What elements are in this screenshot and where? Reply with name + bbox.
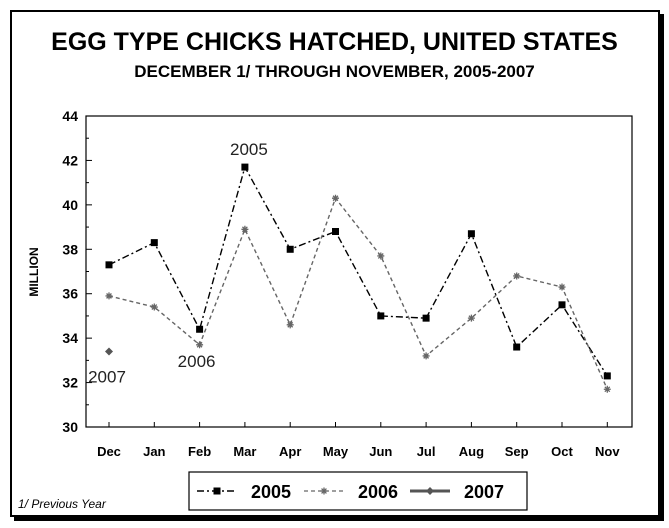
data-point-2005 (196, 325, 204, 333)
x-tick-label: Sep (505, 444, 529, 459)
data-point-2006 (105, 292, 113, 300)
legend-marker-2005 (213, 487, 221, 495)
series-lines (108, 165, 608, 390)
data-point-2007 (105, 347, 113, 356)
x-tick-label: Apr (279, 444, 301, 459)
footnote: 1/ Previous Year (18, 497, 106, 511)
data-point-2006 (286, 321, 294, 329)
data-point-2005 (150, 239, 158, 247)
y-tick-label: 38 (62, 241, 78, 257)
x-tick-label: Nov (595, 444, 620, 459)
data-point-2005 (513, 343, 521, 351)
series-line-2006 (108, 196, 608, 390)
data-point-2005 (377, 312, 385, 320)
data-point-2006 (377, 252, 385, 260)
data-point-2005 (241, 163, 249, 171)
chart-subtitle: DECEMBER 1/ THROUGH NOVEMBER, 2005-2007 (134, 62, 535, 81)
data-point-2006 (558, 283, 566, 291)
annotation-2006: 2006 (178, 352, 216, 371)
x-tick-label: Jun (369, 444, 392, 459)
y-tick-label: 44 (62, 108, 78, 124)
y-axis: 30 32 34 36 38 40 42 44 (62, 108, 92, 435)
data-point-2006 (332, 194, 339, 202)
legend-marker-2006 (320, 487, 328, 495)
annotation-2005: 2005 (230, 140, 268, 159)
data-point-2005 (422, 314, 430, 322)
x-tick-label: Aug (459, 444, 484, 459)
data-point-2005 (603, 372, 611, 380)
annotation-2007: 2007 (88, 367, 126, 386)
data-point-2006 (467, 314, 475, 322)
data-point-2005 (332, 228, 339, 236)
x-tick-label: Jan (143, 444, 165, 459)
y-axis-label: MILLION (27, 247, 41, 296)
data-point-2006 (150, 303, 158, 311)
y-tick-label: 34 (62, 330, 78, 346)
x-tick-label: Feb (188, 444, 211, 459)
x-tick-label: Dec (97, 444, 121, 459)
y-tick-label: 36 (62, 286, 78, 302)
legend-label-2006: 2006 (358, 482, 398, 502)
chart-title: EGG TYPE CHICKS HATCHED, UNITED STATES (51, 28, 618, 56)
legend-box (188, 471, 528, 511)
y-tick-label: 42 (62, 152, 78, 168)
data-point-2005 (105, 261, 113, 269)
legend-label-2005: 2005 (251, 482, 291, 502)
x-tick-label: May (323, 444, 349, 459)
data-point-2005 (286, 245, 294, 253)
legend: 2005 2006 2007 (188, 471, 528, 511)
plot-area (85, 115, 633, 428)
data-point-2005 (558, 301, 566, 309)
series-line-2005 (108, 165, 608, 377)
y-tick-label: 32 (62, 375, 78, 391)
annotations: 2005 2006 2007 (88, 140, 268, 386)
chart-frame (10, 10, 660, 517)
x-tick-label: Oct (551, 444, 573, 459)
data-point-2006 (196, 341, 204, 349)
y-tick-label: 30 (62, 419, 78, 435)
data-point-2006 (422, 352, 430, 360)
series-markers (105, 163, 611, 393)
y-tick-label: 40 (62, 197, 78, 213)
data-point-2006 (603, 385, 611, 393)
legend-label-2007: 2007 (464, 482, 504, 502)
data-point-2005 (467, 230, 475, 238)
legend-marker-2007 (426, 487, 434, 495)
data-point-2006 (513, 272, 521, 280)
x-tick-label: Mar (233, 444, 256, 459)
x-tick-label: Jul (417, 444, 436, 459)
x-axis: Dec Jan Feb Mar Apr May Jun Jul Aug Sep Oct Nov (97, 422, 620, 459)
data-point-2006 (241, 225, 249, 233)
